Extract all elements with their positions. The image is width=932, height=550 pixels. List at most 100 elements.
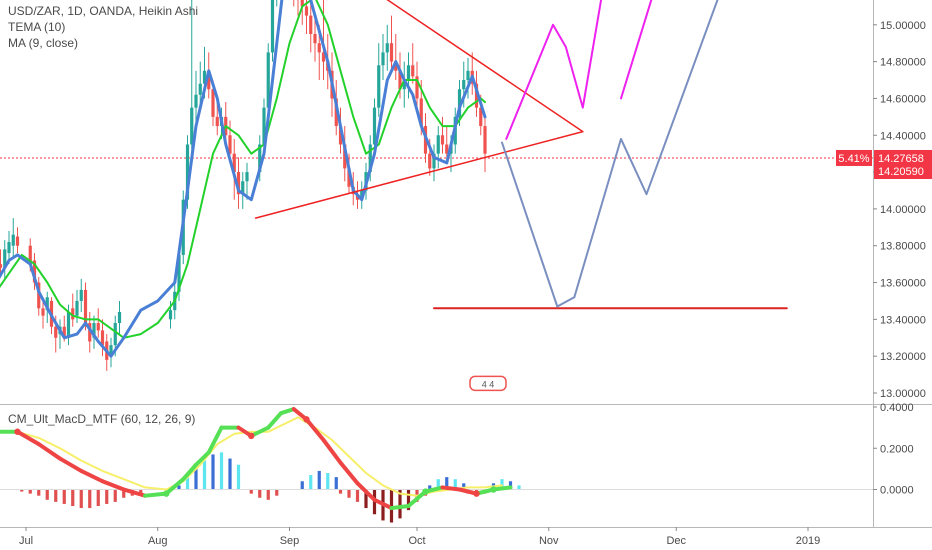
macd-bar-46 [453, 479, 457, 490]
candle-body-9 [41, 308, 45, 316]
candle-body-73 [368, 144, 372, 173]
candle-body-42 [228, 135, 232, 154]
candle-body-8 [37, 282, 41, 309]
low-price-badge [874, 162, 932, 179]
crossover-dot-4 [303, 416, 310, 423]
macd-bar-1 [28, 489, 32, 494]
price-tick-label-2: 13.40000 [880, 314, 926, 326]
macd-line-segment-21 [355, 481, 377, 502]
candle-body-99 [479, 107, 483, 127]
candle-body-46 [245, 172, 249, 182]
macd-line-segment-18 [304, 417, 326, 442]
crossover-dot-5 [422, 488, 429, 495]
candle-body-21 [92, 323, 96, 338]
candle-body-22 [96, 323, 100, 331]
candle-body-17 [75, 300, 79, 316]
macd-line-segment-1 [15, 429, 41, 447]
time-tick-label-3: Oct [408, 535, 425, 547]
scenario-path [501, 0, 719, 308]
candle-body-85 [419, 98, 423, 127]
candle-body-57 [300, 0, 304, 7]
macd-bar-12 [122, 489, 126, 498]
low-price-text: 14.20590 [878, 166, 924, 178]
macd-bar-47 [462, 483, 466, 490]
macd-legend: CM_Ult_MacD_MTF (60, 12, 26, 9) [8, 411, 195, 427]
last-price-text: 14.27658 [878, 153, 924, 165]
candle-body-37 [207, 70, 211, 90]
macd-bar-7 [79, 489, 83, 509]
candle-body-28 [168, 310, 173, 320]
macd-bar-25 [266, 489, 270, 500]
candle-body-10 [45, 297, 49, 311]
macd-bar-43 [428, 485, 432, 490]
candle-body-4 [11, 234, 15, 246]
macd-line-segment-19 [321, 438, 343, 465]
candle-body-18 [79, 289, 83, 301]
candle-body-14 [62, 326, 66, 338]
macd-bar-54 [517, 485, 521, 490]
candle-body-12 [54, 326, 58, 338]
candle-body-67 [343, 144, 347, 169]
macd-line-segment-15 [266, 411, 283, 430]
macd-bar-6 [71, 489, 75, 506]
candle-body-84 [415, 76, 419, 99]
macd-bar-8 [88, 489, 92, 509]
price-tick-label-8: 14.60000 [880, 93, 926, 105]
candle-body-2 [3, 249, 7, 268]
macd-bar-20 [219, 452, 224, 490]
bullish-path [505, 0, 603, 140]
candle-body-1 [0, 264, 3, 268]
candle-body-50 [270, 0, 275, 53]
macd-line-segment-23 [389, 504, 411, 511]
candle-body-68 [347, 168, 351, 187]
crossover-dot-1 [14, 428, 21, 435]
time-tick-label-5: Dec [666, 535, 686, 547]
macd-tick-label-0: 0.0000 [880, 485, 914, 497]
candle-body-44 [236, 172, 241, 195]
macd-line-segment-3 [58, 456, 84, 473]
change-badge [836, 149, 872, 166]
candle-body-91 [445, 144, 449, 154]
macd-bar-24 [258, 489, 262, 498]
candle-body-3 [7, 242, 11, 254]
macd-bar-18 [202, 460, 207, 490]
macd-bar-3 [45, 489, 49, 500]
macd-line-segment-6 [121, 487, 147, 498]
crossover-dot-7 [490, 486, 497, 493]
candle-body-19 [83, 289, 88, 324]
macd-bar-5 [62, 489, 66, 504]
macd-line-segment-10 [194, 450, 211, 467]
change-badge-text: 5.41% [838, 153, 869, 165]
candle-body-87 [428, 153, 432, 169]
candle-body-66 [338, 126, 343, 145]
price-legend: USD/ZAR, 1D, OANDA, Heikin Ashi TEMA (10… [8, 3, 198, 51]
candle-body-35 [198, 83, 202, 95]
candle-body-88 [432, 153, 436, 169]
candle-body-30 [177, 254, 181, 292]
macd-bar-9 [96, 489, 100, 506]
macd-bar-29 [317, 470, 321, 490]
macd-line-segment-7 [143, 491, 169, 498]
crossover-dot-3 [248, 432, 255, 440]
macd-bar-35 [364, 489, 368, 509]
candle-body-89 [436, 135, 440, 154]
candle-body-48 [262, 107, 266, 145]
ma-line [0, 0, 486, 339]
price-tick-label-10: 15.00000 [880, 20, 926, 32]
macd-bar-17 [194, 468, 198, 490]
price-tick-label-7: 14.40000 [880, 130, 926, 142]
macd-line-segment-9 [181, 462, 198, 482]
last-price-badge [874, 149, 932, 166]
macd-line-segment-4 [79, 468, 105, 484]
macd-bar-39 [398, 489, 402, 519]
candle-body-39 [215, 116, 219, 127]
symbol-label: USD/ZAR, 1D, OANDA, Heikin Ashi [8, 4, 199, 18]
macd-bar-26 [275, 489, 279, 496]
time-tick-label-0: Jul [19, 535, 33, 547]
time-tick-label-2: Sep [280, 535, 300, 547]
tema-legend: TEMA (10) [8, 20, 66, 34]
candle-body-58 [304, 6, 309, 16]
macd-line-segment-11 [206, 425, 224, 455]
